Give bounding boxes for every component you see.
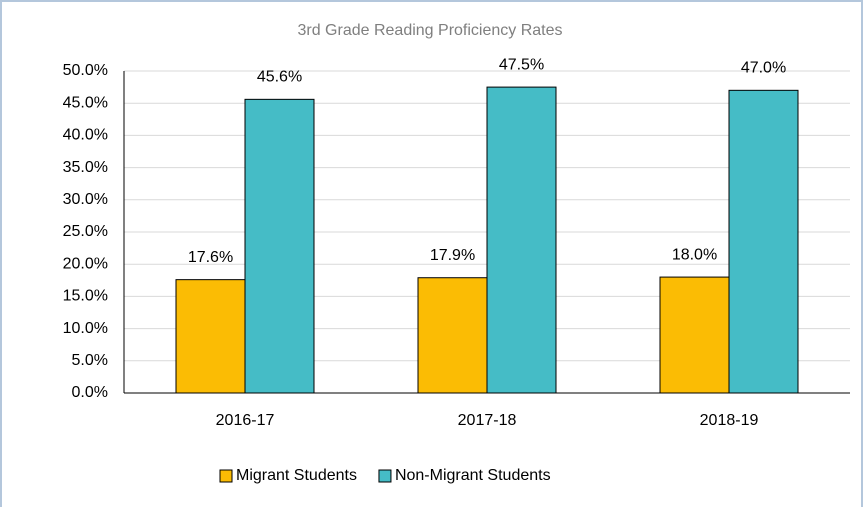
y-tick-label: 5.0% bbox=[72, 352, 108, 369]
y-tick-label: 25.0% bbox=[63, 223, 108, 240]
legend-swatch bbox=[378, 469, 392, 483]
legend-label: Migrant Students bbox=[236, 467, 357, 484]
x-tick-label: 2017-18 bbox=[458, 412, 517, 429]
bar bbox=[175, 279, 246, 394]
bar bbox=[486, 86, 557, 394]
value-label: 17.9% bbox=[430, 247, 475, 264]
y-tick-label: 40.0% bbox=[63, 127, 108, 144]
value-label: 17.6% bbox=[188, 249, 233, 266]
bar bbox=[659, 276, 730, 394]
y-tick-label: 45.0% bbox=[63, 94, 108, 111]
x-tick-label: 2018-19 bbox=[700, 412, 759, 429]
chart-title: 3rd Grade Reading Proficiency Rates bbox=[297, 22, 562, 39]
value-label: 45.6% bbox=[257, 69, 302, 86]
x-tick-label: 2016-17 bbox=[216, 412, 275, 429]
y-tick-label: 20.0% bbox=[63, 255, 108, 272]
value-label: 18.0% bbox=[672, 246, 717, 263]
value-label: 47.5% bbox=[499, 56, 544, 73]
bar bbox=[728, 89, 799, 394]
y-tick-label: 15.0% bbox=[63, 288, 108, 305]
y-tick-label: 0.0% bbox=[72, 384, 108, 401]
y-tick-label: 10.0% bbox=[63, 320, 108, 337]
y-tick-label: 30.0% bbox=[63, 191, 108, 208]
legend-swatch bbox=[219, 469, 233, 483]
legend-label: Non-Migrant Students bbox=[395, 467, 551, 484]
y-tick-label: 35.0% bbox=[63, 159, 108, 176]
y-tick-label: 50.0% bbox=[63, 62, 108, 79]
bar bbox=[417, 277, 488, 394]
value-label: 47.0% bbox=[741, 60, 786, 77]
bar bbox=[244, 98, 315, 394]
